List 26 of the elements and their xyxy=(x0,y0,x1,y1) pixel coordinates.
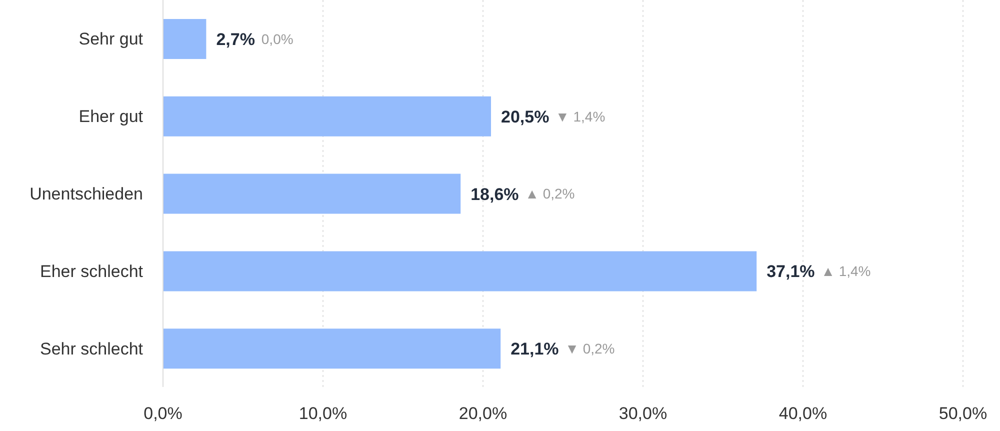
data-label: 20,5% xyxy=(501,107,550,126)
y-tick-label: Eher gut xyxy=(78,107,144,126)
x-tick-label: 50,0% xyxy=(938,404,988,424)
data-label: 37,1% xyxy=(766,262,815,282)
x-tick-label: 30,0% xyxy=(618,404,668,424)
bar xyxy=(163,251,757,292)
annotation: ▲ 1,4% xyxy=(821,263,871,280)
bar xyxy=(163,174,461,214)
annotation: ▼ 1,4% xyxy=(556,108,606,124)
data-label: 18,6% xyxy=(470,184,519,204)
y-tick-label: Unentschieden xyxy=(30,184,143,204)
y-tick-label: Sehr gut xyxy=(78,30,144,49)
x-tick-label: 10,0% xyxy=(298,404,348,424)
annotation: ▼ 0,2% xyxy=(565,340,615,356)
y-tick-label: Eher schlecht xyxy=(40,262,144,281)
annotation: 0,0% xyxy=(261,30,294,47)
y-tick-label: Sehr schlecht xyxy=(40,339,144,358)
bar xyxy=(163,96,491,136)
bar xyxy=(163,19,206,59)
x-tick-label: 20,0% xyxy=(458,404,508,424)
annotation: ▲ 0,2% xyxy=(525,186,575,202)
x-tick-label: 40,0% xyxy=(778,404,828,424)
data-label: 21,1% xyxy=(510,340,559,359)
data-label: 2,7% xyxy=(216,30,255,49)
bar xyxy=(163,328,501,369)
x-tick-label: 0,0% xyxy=(144,404,182,424)
